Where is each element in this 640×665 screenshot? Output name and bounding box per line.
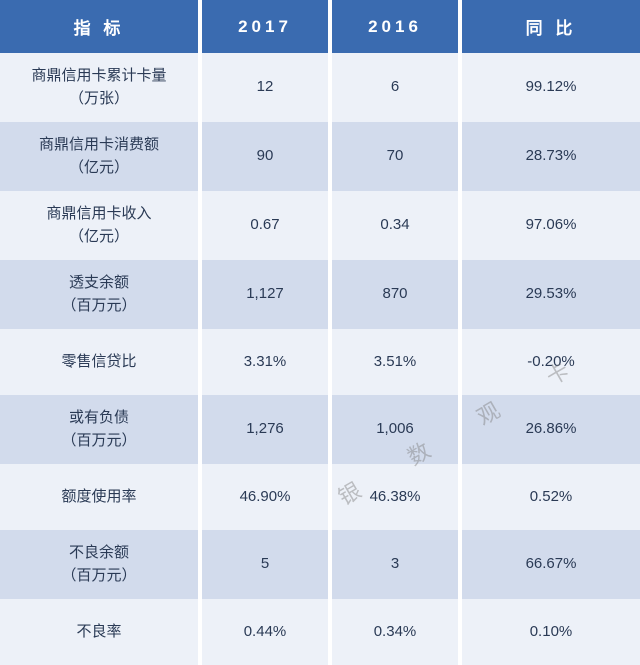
col-header-indicator: 指 标 xyxy=(0,0,200,53)
cell-y2017: 1,127 xyxy=(200,260,330,329)
col-header-2016: 2016 xyxy=(330,0,460,53)
table-row: 不良率0.44%0.34%0.10% xyxy=(0,599,640,665)
cell-y2016: 70 xyxy=(330,122,460,191)
cell-y2016: 6 xyxy=(330,53,460,122)
cell-yoy: 66.67% xyxy=(460,530,640,599)
cell-y2017: 0.67 xyxy=(200,191,330,260)
col-header-2017: 2017 xyxy=(200,0,330,53)
cell-indicator: 或有负债（百万元） xyxy=(0,395,200,464)
cell-y2017: 46.90% xyxy=(200,464,330,530)
cell-y2017: 5 xyxy=(200,530,330,599)
cell-y2017: 0.44% xyxy=(200,599,330,665)
cell-yoy: -0.20% xyxy=(460,329,640,395)
cell-indicator: 额度使用率 xyxy=(0,464,200,530)
table-body: 商鼎信用卡累计卡量（万张）12699.12%商鼎信用卡消费额（亿元）907028… xyxy=(0,53,640,665)
cell-indicator: 不良余额（百万元） xyxy=(0,530,200,599)
cell-y2017: 1,276 xyxy=(200,395,330,464)
table-row: 透支余额（百万元）1,12787029.53% xyxy=(0,260,640,329)
cell-indicator: 商鼎信用卡消费额（亿元） xyxy=(0,122,200,191)
cell-y2017: 90 xyxy=(200,122,330,191)
table-row: 商鼎信用卡累计卡量（万张）12699.12% xyxy=(0,53,640,122)
table-row: 不良余额（百万元）5366.67% xyxy=(0,530,640,599)
cell-y2016: 3.51% xyxy=(330,329,460,395)
table-row: 零售信贷比3.31%3.51%-0.20% xyxy=(0,329,640,395)
cell-yoy: 0.52% xyxy=(460,464,640,530)
cell-y2016: 870 xyxy=(330,260,460,329)
cell-y2016: 46.38% xyxy=(330,464,460,530)
cell-y2016: 3 xyxy=(330,530,460,599)
cell-yoy: 99.12% xyxy=(460,53,640,122)
cell-yoy: 29.53% xyxy=(460,260,640,329)
cell-indicator: 商鼎信用卡累计卡量（万张） xyxy=(0,53,200,122)
metrics-table: 指 标 2017 2016 同 比 商鼎信用卡累计卡量（万张）12699.12%… xyxy=(0,0,640,665)
table-row: 商鼎信用卡收入（亿元）0.670.3497.06% xyxy=(0,191,640,260)
cell-indicator: 商鼎信用卡收入（亿元） xyxy=(0,191,200,260)
cell-indicator: 不良率 xyxy=(0,599,200,665)
cell-yoy: 26.86% xyxy=(460,395,640,464)
cell-y2016: 1,006 xyxy=(330,395,460,464)
cell-yoy: 28.73% xyxy=(460,122,640,191)
table-row: 额度使用率46.90%46.38%0.52% xyxy=(0,464,640,530)
col-header-yoy: 同 比 xyxy=(460,0,640,53)
cell-y2016: 0.34 xyxy=(330,191,460,260)
cell-indicator: 零售信贷比 xyxy=(0,329,200,395)
cell-indicator: 透支余额（百万元） xyxy=(0,260,200,329)
table-row: 商鼎信用卡消费额（亿元）907028.73% xyxy=(0,122,640,191)
cell-y2017: 3.31% xyxy=(200,329,330,395)
cell-yoy: 0.10% xyxy=(460,599,640,665)
table-header-row: 指 标 2017 2016 同 比 xyxy=(0,0,640,53)
cell-y2016: 0.34% xyxy=(330,599,460,665)
cell-y2017: 12 xyxy=(200,53,330,122)
table-row: 或有负债（百万元）1,2761,00626.86% xyxy=(0,395,640,464)
cell-yoy: 97.06% xyxy=(460,191,640,260)
